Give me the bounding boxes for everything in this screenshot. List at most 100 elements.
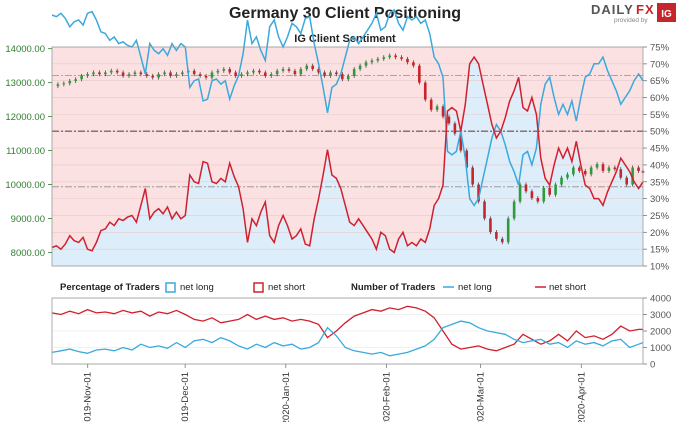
sentiment-lines [51,8,644,254]
price-tick-label: 10000.00 [5,180,45,191]
price-tick-label: 11000.00 [6,146,45,157]
percent-tick-label: 35% [650,177,670,188]
traders-tick-label: 0 [650,360,655,371]
candle [121,72,125,76]
candle [222,69,226,71]
candle [281,69,285,71]
price-tick-label: 12000.00 [5,112,45,123]
candle [104,72,107,75]
candle [500,238,504,243]
candle [560,177,563,185]
candle [423,82,427,100]
candle [210,72,214,78]
percent-tick-label: 40% [650,160,670,171]
main-panel-reference-lines [52,75,643,188]
candle [601,164,605,171]
candle [613,167,617,170]
candle [631,167,634,185]
candle [92,72,95,75]
candle [459,133,463,151]
traders-lines [51,305,644,357]
candle [625,177,629,185]
net-long-area [52,57,643,266]
candle [477,184,480,202]
candle [335,72,338,75]
percent-tick-label: 15% [650,245,670,256]
traders-net-long-line [51,320,644,357]
price-axis: 8000.00 9000.00 10000.00 11000.00 12000.00 13… [5,44,52,259]
legend-num-net-short: net short [549,282,586,293]
candle [512,201,516,219]
candle [293,70,297,75]
candle [412,62,415,66]
traders-axis: 0 1000 2000 3000 4000 [643,294,671,371]
candle [109,70,113,73]
candle [595,164,599,168]
legend-pct-net-short: net short [268,282,305,293]
candle [429,99,433,110]
candle [453,123,457,134]
legend-pct-label: Percentage of Traders [60,282,160,293]
legend-net-long-box-icon [165,282,176,293]
candle [566,174,569,178]
legend-pct-net-long: net long [180,282,214,293]
candle [447,116,451,124]
candle [133,72,137,75]
candle [228,69,232,73]
candle [506,218,510,243]
traders-panel-grid [52,297,643,365]
net-short-line [51,55,644,254]
candle [352,69,356,76]
date-axis: 2019-Nov-01 2019-Dec-01 2020-Jan-01 2020-Fe… [83,364,587,422]
candle [435,106,439,110]
candle [542,187,546,202]
candle [548,187,551,195]
percent-tick-label: 10% [650,262,670,273]
percent-tick-label: 75% [650,43,670,54]
candle [583,170,587,175]
candle [145,74,149,76]
candle [258,70,261,73]
candle [246,72,249,75]
candle [394,55,397,58]
candle [74,79,77,81]
percent-tick-label: 65% [650,76,670,87]
traders-tick-label: 2000 [650,327,671,338]
candle [192,70,196,75]
candle [62,83,66,85]
date-tick-label: 2020-Apr-01 [576,372,587,422]
candle [56,84,60,87]
logo-brand-b: FX [636,2,655,17]
percent-tick-label: 20% [650,228,670,239]
candle [572,167,575,175]
candle [240,74,243,76]
candle [406,58,409,63]
candle [151,75,155,78]
percent-tick-label: 70% [650,59,670,70]
traders-tick-label: 4000 [650,294,671,305]
candle [346,75,350,80]
date-tick-label: 2020-Mar-01 [476,372,487,422]
candle [269,74,273,76]
percent-axis: 10% 15% 20% 25% 30% 35% 40% 45% 50% 55% 60% 65% 70% 7… [643,43,670,273]
candle [364,62,368,66]
candle [80,75,83,80]
traders-net-short-line [51,305,643,352]
main-panel-background [52,47,643,266]
candle [311,65,314,70]
candle [489,218,492,233]
candle [139,72,143,75]
candle [418,65,421,83]
candle [370,60,374,63]
candle [323,72,326,76]
candle [376,58,380,61]
date-tick-label: 2020-Jan-01 [281,372,292,422]
percent-tick-label: 55% [650,110,670,121]
candle [252,70,255,73]
legend-num-label: Number of Traders [351,282,435,293]
ig-badge-text: IG [661,9,672,20]
candle [589,167,593,175]
candle [578,167,581,171]
candle [169,72,172,76]
